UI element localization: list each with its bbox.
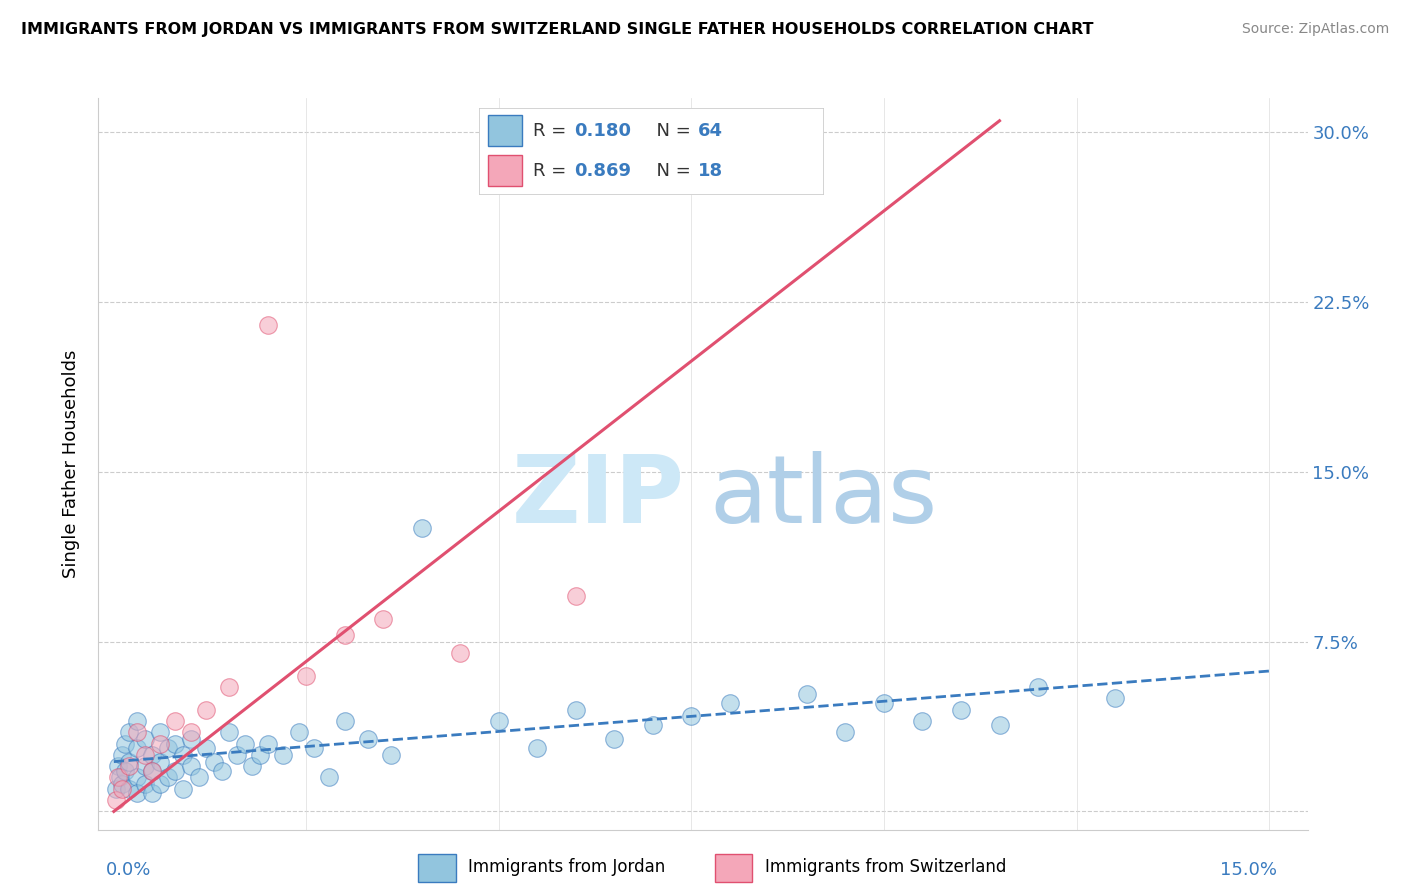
Point: [107, 759, 129, 773]
Point: [156, 771, 179, 785]
Point: [1026, 680, 1049, 694]
Point: [149, 737, 172, 751]
Point: [834, 725, 856, 739]
FancyBboxPatch shape: [419, 855, 456, 881]
Point: [226, 747, 249, 762]
Point: [172, 781, 194, 796]
Point: [233, 737, 256, 751]
Point: [134, 777, 156, 791]
Point: [125, 714, 148, 728]
Point: [110, 777, 132, 791]
Point: [488, 714, 510, 728]
Point: [1104, 691, 1126, 706]
Point: [333, 714, 356, 728]
Point: [187, 771, 209, 785]
Point: [257, 737, 280, 751]
Point: [302, 741, 325, 756]
Point: [141, 747, 163, 762]
Point: [118, 755, 141, 769]
Point: [125, 786, 148, 800]
Point: [565, 590, 588, 604]
Point: [180, 725, 202, 739]
Point: [796, 687, 818, 701]
Y-axis label: Single Father Households: Single Father Households: [62, 350, 80, 578]
Point: [202, 755, 225, 769]
Text: 0.0%: 0.0%: [105, 862, 152, 880]
Point: [134, 759, 156, 773]
Point: [295, 668, 318, 682]
Point: [218, 725, 240, 739]
Point: [257, 318, 280, 332]
Text: Immigrants from Switzerland: Immigrants from Switzerland: [765, 858, 1007, 877]
Point: [873, 696, 896, 710]
Point: [107, 771, 129, 785]
Point: [108, 771, 131, 785]
Point: [287, 725, 309, 739]
Text: atlas: atlas: [709, 450, 938, 542]
Point: [149, 777, 172, 791]
Point: [125, 741, 148, 756]
FancyBboxPatch shape: [716, 855, 752, 881]
Point: [125, 771, 148, 785]
Point: [114, 737, 136, 751]
Text: Source: ZipAtlas.com: Source: ZipAtlas.com: [1241, 22, 1389, 37]
Point: [603, 731, 626, 746]
Point: [118, 781, 141, 796]
Point: [641, 718, 664, 732]
Text: 15.0%: 15.0%: [1220, 862, 1277, 880]
Point: [449, 646, 471, 660]
Point: [105, 793, 128, 807]
Point: [125, 725, 148, 739]
Point: [156, 741, 179, 756]
Point: [373, 612, 395, 626]
Point: [718, 696, 741, 710]
Point: [211, 764, 233, 778]
Point: [333, 628, 356, 642]
Point: [118, 725, 141, 739]
Point: [911, 714, 934, 728]
Point: [988, 718, 1011, 732]
Point: [141, 764, 163, 778]
Point: [180, 731, 202, 746]
Point: [134, 747, 156, 762]
Point: [172, 747, 194, 762]
Point: [110, 747, 132, 762]
Point: [249, 747, 271, 762]
Point: [134, 731, 156, 746]
Point: [242, 759, 264, 773]
Text: IMMIGRANTS FROM JORDAN VS IMMIGRANTS FROM SWITZERLAND SINGLE FATHER HOUSEHOLDS C: IMMIGRANTS FROM JORDAN VS IMMIGRANTS FRO…: [21, 22, 1094, 37]
Point: [110, 781, 132, 796]
Point: [380, 747, 402, 762]
Point: [195, 702, 218, 716]
Point: [180, 759, 202, 773]
Point: [149, 755, 172, 769]
Text: Immigrants from Jordan: Immigrants from Jordan: [468, 858, 665, 877]
Point: [165, 737, 187, 751]
Point: [114, 764, 136, 778]
Point: [149, 725, 172, 739]
Point: [165, 714, 187, 728]
Point: [411, 521, 433, 535]
Point: [141, 786, 163, 800]
Point: [218, 680, 240, 694]
Point: [141, 764, 163, 778]
Point: [271, 747, 294, 762]
Point: [950, 702, 973, 716]
Point: [565, 702, 588, 716]
Point: [118, 759, 141, 773]
Point: [526, 741, 548, 756]
Text: ZIP: ZIP: [512, 450, 685, 542]
Point: [195, 741, 218, 756]
Point: [681, 709, 703, 723]
Point: [105, 781, 128, 796]
Point: [357, 731, 380, 746]
Point: [318, 771, 340, 785]
Point: [165, 764, 187, 778]
